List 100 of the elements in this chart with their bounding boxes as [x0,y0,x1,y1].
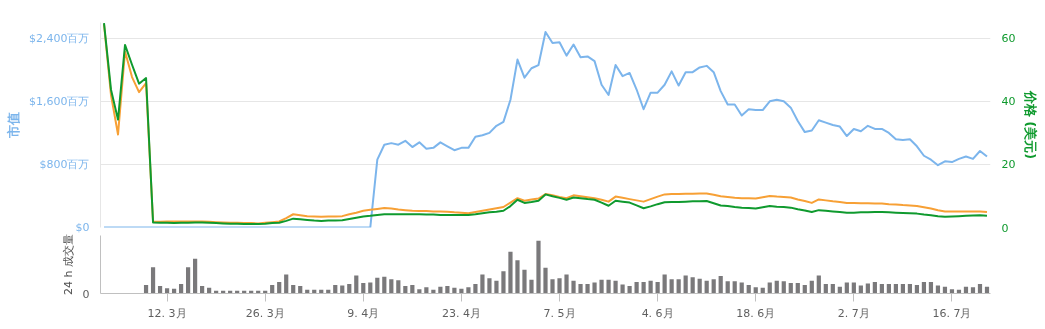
bar [354,275,359,294]
bar [347,284,352,294]
bar [725,281,730,294]
bar [711,279,716,294]
bar [767,282,772,294]
bar [900,284,905,294]
x-tick-label: 4. 6月 [641,306,674,320]
bar [487,278,492,294]
bar [788,282,793,294]
y2-tick-label: 20 [1001,158,1016,172]
bar [718,276,723,294]
bar [662,274,667,294]
x-tick-label: 9. 4月 [347,306,380,320]
y-tick-label: $1,600百万 [29,94,90,108]
x-tick-label: 23. 4月 [441,306,481,320]
bar [809,280,814,294]
bar [655,281,660,294]
text: 0 [82,287,90,301]
bar [277,281,282,294]
bar [606,279,611,294]
bar [389,279,394,294]
bar [928,281,934,294]
y2-axis-title: 价格 (美元) [1023,89,1039,160]
bar [529,279,534,294]
bar [795,282,800,294]
bar [557,278,562,294]
bar [193,258,198,294]
bar [648,280,653,294]
y2-tick-label: 60 [1001,32,1016,46]
bar [368,282,373,294]
bar [508,251,513,294]
bar [473,284,478,294]
bar [186,267,191,294]
y-axis-title: 24 h 成交量 [61,234,75,295]
bar [522,269,527,294]
bar [445,286,450,294]
bar [830,284,835,294]
bar [865,283,870,294]
bar [732,281,737,294]
bar [550,279,555,294]
bar [298,286,303,294]
bar [578,284,583,294]
x-tick-label: 2. 7月 [837,306,870,320]
bar [683,275,688,294]
bar [816,275,821,294]
bar [157,286,163,294]
bar [921,281,927,294]
bar [200,286,205,294]
bar [879,284,884,294]
bar [571,280,576,294]
bar [704,280,709,294]
bar [914,285,920,294]
bar [284,274,289,294]
bar [676,279,681,294]
bar [515,260,520,294]
bar [361,282,366,294]
bar [150,267,156,294]
bar [291,285,296,294]
bar [634,281,639,294]
bar [886,284,891,294]
bar [585,284,590,294]
y2-tick-label: 40 [1001,95,1016,109]
bar [844,282,849,294]
bar [480,274,485,294]
x-tick-label: 26. 3月 [245,306,285,320]
bar [613,280,618,294]
bar [893,284,898,294]
x-tick-label: 12. 3月 [147,306,187,320]
x-tick-label: 7. 5月 [543,306,576,320]
bar [410,285,415,294]
bar [627,286,632,294]
bar [669,279,674,294]
bar [178,284,184,294]
bar [564,274,569,294]
y2-tick-label: 0 [1001,221,1009,235]
x-tick-label: 18. 6月 [736,306,776,320]
bar [620,284,625,294]
bar [536,240,541,294]
bar [851,282,856,294]
bar [164,288,170,294]
bar [403,286,408,294]
bar [823,284,828,294]
bar [494,280,499,294]
bar [641,281,646,294]
bar [452,287,457,294]
bar [396,280,401,294]
bar [802,285,807,294]
bar [697,278,702,294]
y-tick-label: $0 [75,220,90,234]
bar [774,280,779,294]
bar [543,267,548,294]
bar [466,287,471,294]
bar [872,281,877,294]
bar [746,285,751,294]
bar [270,285,275,294]
bar [599,279,604,294]
y-tick-label: $2,400百万 [29,31,90,45]
x-tick-label: 16. 7月 [932,306,972,320]
bar [690,277,695,294]
bar [143,285,149,294]
